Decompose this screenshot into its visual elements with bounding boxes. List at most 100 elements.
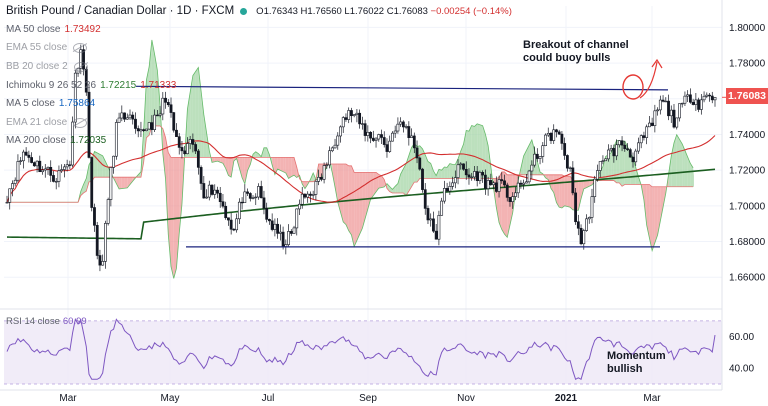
candle-down — [218, 192, 222, 202]
legend-bb20-label: BB 20 close 2 — [6, 61, 68, 73]
candle-down — [415, 147, 419, 159]
ohlc-close-label: C — [386, 5, 394, 17]
candle-up — [330, 147, 334, 152]
cloud-bull-segment — [392, 186, 396, 193]
candle-up — [366, 131, 370, 136]
cloud-bear-segment — [581, 180, 584, 199]
cloud-bear-segment — [277, 157, 281, 171]
candle-up — [596, 170, 599, 180]
candle-up — [153, 114, 157, 130]
candle-up — [404, 126, 408, 128]
cloud-bear-segment — [130, 177, 133, 185]
candle-up — [683, 95, 687, 104]
candle-up — [145, 128, 148, 131]
candle-down — [95, 225, 99, 256]
candle-down — [183, 150, 187, 155]
breakout-arrow — [639, 61, 658, 99]
candle-up — [541, 145, 545, 157]
x-tick-label: Sep — [359, 393, 377, 404]
cloud-bear-segment — [354, 172, 357, 247]
y-tick-label: 1.78000 — [729, 59, 766, 70]
legend-bb20[interactable]: BB 20 close 2 — [6, 58, 512, 77]
candle-down — [259, 186, 263, 199]
candle-down — [371, 137, 375, 141]
candle-up — [514, 192, 517, 197]
candle-up — [257, 186, 260, 198]
candle-up — [101, 261, 105, 266]
y-tick-label: 1.80000 — [729, 23, 766, 34]
senkou-span-a — [7, 39, 694, 279]
ma200-line — [6, 168, 716, 240]
legend-ma50[interactable]: MA 50 close 1.73492 — [6, 21, 512, 40]
candle-up — [13, 179, 17, 184]
candle-down — [136, 128, 140, 132]
cloud-bear-segment — [171, 157, 174, 279]
candle-down — [248, 193, 252, 199]
candle-up — [456, 164, 460, 178]
cloud-bull-segment — [684, 150, 688, 187]
candle-up — [287, 231, 290, 245]
candle-down — [560, 133, 564, 144]
candle-down — [535, 153, 539, 159]
candle-up — [634, 150, 638, 163]
candle-up — [273, 223, 277, 230]
candle-up — [453, 177, 457, 184]
candle-down — [246, 191, 249, 194]
eye-hidden-icon[interactable] — [73, 117, 88, 128]
symbol-title[interactable]: British Pound / Canadian Dollar · 1D · F… — [6, 4, 235, 17]
x-tick-label: Jul — [262, 393, 275, 404]
candle-up — [552, 129, 556, 141]
candle-down — [155, 114, 159, 117]
cloud-bear-segment — [247, 157, 251, 171]
cloud-bull-segment — [482, 125, 486, 179]
candle-up — [57, 170, 61, 182]
cloud-bear-segment — [351, 165, 355, 247]
candle-down — [24, 151, 28, 156]
legend-ema21[interactable]: EMA 21 close — [6, 114, 512, 133]
eye-hidden-icon[interactable] — [73, 43, 88, 54]
eye-hidden-icon[interactable] — [73, 62, 88, 73]
candle-up — [410, 135, 413, 138]
candle-up — [8, 188, 12, 203]
candle-up — [311, 194, 315, 196]
candle-down — [270, 220, 274, 230]
candle-down — [426, 208, 430, 221]
cloud-bull-segment — [668, 156, 672, 187]
candle-up — [585, 218, 588, 231]
candle-down — [227, 217, 230, 221]
cloud-bull-segment — [427, 161, 431, 179]
candle-up — [254, 196, 258, 199]
candle-down — [432, 218, 435, 232]
candle-up — [478, 172, 482, 181]
candle-up — [325, 164, 329, 166]
candle-down — [667, 100, 670, 117]
candle-up — [486, 180, 490, 189]
breakout-annotation: Breakout of channel could buoy bulls — [523, 39, 629, 64]
candle-down — [412, 135, 416, 149]
legend-ma5[interactable]: MA 5 close 1.75864 — [6, 95, 512, 114]
candle-down — [401, 121, 405, 128]
ohlc-low-value: 1.76022 — [349, 5, 385, 17]
channel-lines — [135, 85, 669, 248]
cloud-bull-segment — [447, 163, 450, 179]
candle-down — [123, 112, 126, 120]
candle-up — [314, 181, 318, 195]
cloud-bear-segment — [124, 177, 128, 189]
legend-ichimoku[interactable]: Ichimoku 9 26 52 26 1.72215 1.71333 — [6, 76, 512, 95]
candle-down — [134, 118, 137, 129]
legend-ichimoku-value-1: 1.72215 — [100, 79, 137, 91]
legend-ema55[interactable]: EMA 55 close — [6, 39, 512, 58]
cloud-bull-segment — [479, 124, 483, 179]
candle-up — [46, 166, 50, 170]
cloud-bear-segment — [660, 186, 664, 222]
candle-down — [620, 140, 624, 146]
candle-up — [522, 182, 526, 185]
legend-ma50-value: 1.73492 — [64, 23, 101, 35]
candle-up — [213, 189, 217, 195]
candle-up — [60, 169, 64, 172]
candle-up — [237, 201, 241, 220]
candle-up — [207, 184, 211, 198]
legend-ma200-value: 1.72035 — [70, 135, 107, 147]
legend-ma200[interactable]: MA 200 close 1.72035 — [6, 132, 512, 151]
